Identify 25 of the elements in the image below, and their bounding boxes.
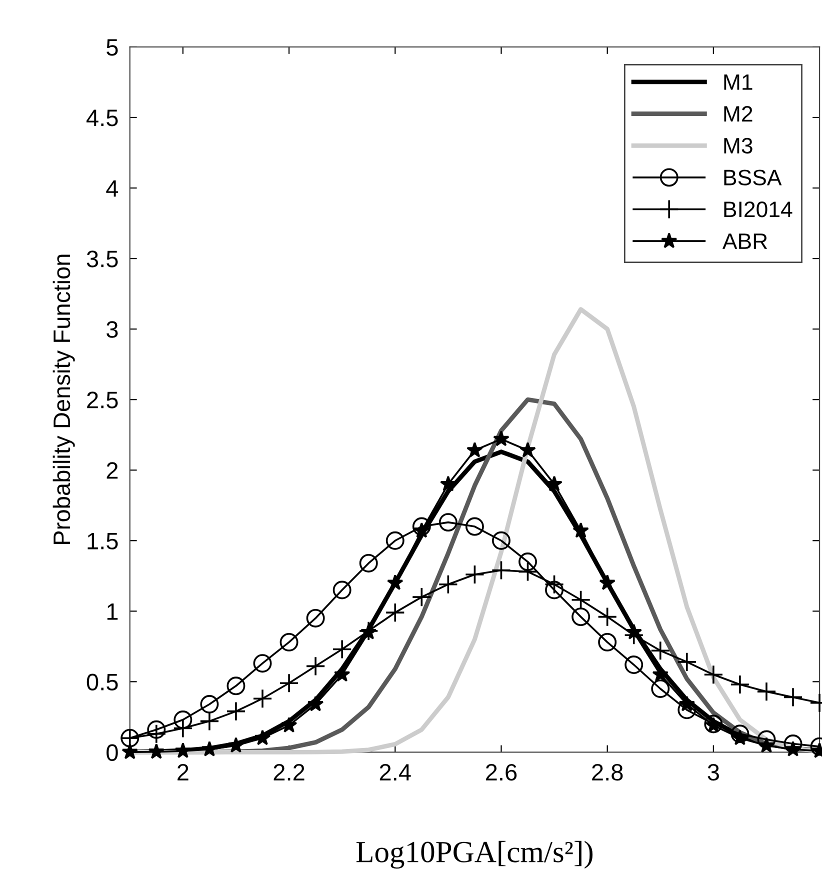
x-tick-label: 3 [708, 764, 719, 781]
y-tick-label: 0.5 [86, 674, 118, 690]
y-tick-label: 4.5 [86, 110, 118, 126]
legend-label: M1 [724, 74, 752, 90]
y-tick-label: 2 [106, 462, 118, 479]
legend-label: BI2014 [724, 202, 792, 218]
legend-label: M2 [724, 106, 752, 122]
y-tick-label: 5 [106, 39, 118, 56]
x-tick-label: 2.4 [380, 764, 411, 780]
y-tick-label: 1.5 [88, 532, 118, 550]
x-tick-label: 2.8 [592, 764, 623, 781]
x-tick-label: 2.2 [274, 764, 304, 780]
x-tick-label: 2.6 [486, 764, 517, 781]
y-tick-label: 2.5 [87, 392, 118, 408]
legend-label: ABR [722, 234, 768, 249]
x-tick-label: 2 [178, 764, 188, 780]
legend-label: BSSA [724, 170, 782, 186]
y-tick-label: 3.5 [86, 250, 118, 268]
x-axis-title: Log10PGA[cm/s²]) [356, 840, 593, 869]
legend-label: M3 [724, 138, 752, 154]
y-tick-label: 3 [106, 321, 118, 338]
y-tick-label: 1 [107, 603, 118, 620]
y-tick-label: 0 [106, 744, 118, 761]
y-tick-label: 4 [106, 180, 118, 197]
y-axis-title: Probability Density Function [52, 254, 75, 544]
